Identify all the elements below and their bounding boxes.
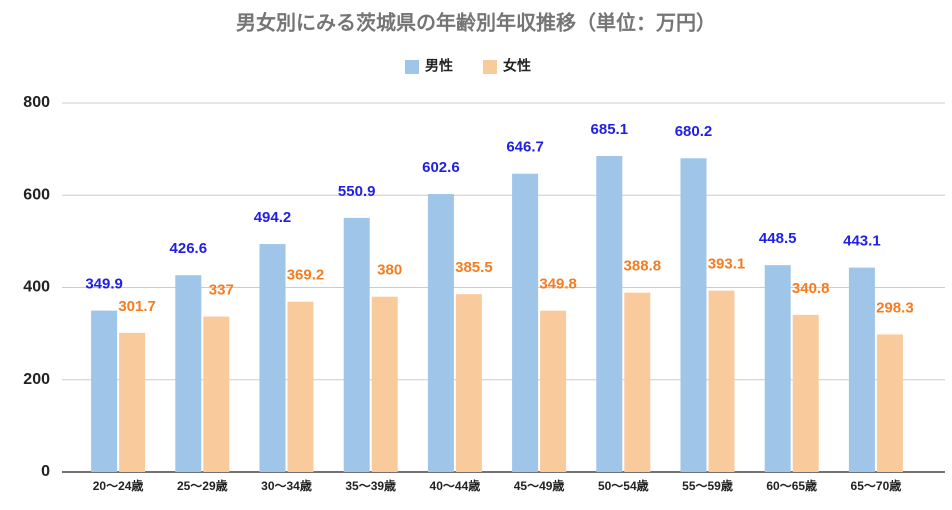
bar: [764, 265, 791, 472]
value-label: 301.7: [118, 298, 156, 315]
x-tick-label: 65〜70歳: [851, 478, 902, 493]
value-label: 646.7: [506, 139, 544, 156]
value-label: 550.9: [338, 183, 376, 200]
legend-label: 男性: [425, 58, 453, 74]
value-label: 685.1: [591, 121, 629, 138]
value-label: 680.2: [675, 123, 713, 140]
x-tick-label: 20〜24歳: [93, 478, 144, 493]
bar: [259, 244, 286, 472]
bar: [848, 267, 875, 472]
legend-label: 女性: [503, 58, 531, 74]
bar: [427, 194, 454, 472]
x-tick-label: 60〜65歳: [766, 478, 817, 493]
value-label: 369.2: [287, 267, 325, 284]
value-label: 448.5: [759, 230, 797, 247]
value-label: 602.6: [422, 159, 460, 176]
y-tick-label: 0: [41, 463, 50, 480]
x-tick-label: 40〜44歳: [430, 478, 481, 493]
value-label: 426.6: [170, 240, 208, 257]
x-tick-label: 30〜34歳: [261, 478, 312, 493]
value-label: 443.1: [843, 233, 881, 250]
value-label: 388.8: [624, 258, 662, 275]
bar: [371, 296, 398, 472]
bar: [91, 310, 118, 472]
legend-swatch: [483, 60, 497, 74]
bar: [512, 173, 539, 472]
y-tick-label: 400: [23, 279, 50, 296]
bar: [708, 290, 735, 472]
bar: [287, 301, 314, 472]
legend-swatch: [405, 60, 419, 74]
x-tick-label: 35〜39歳: [345, 478, 396, 493]
bar: [455, 294, 482, 472]
bar: [596, 155, 623, 472]
value-label: 340.8: [792, 280, 830, 297]
bar: [175, 275, 202, 472]
value-label: 494.2: [254, 209, 292, 226]
value-label: 385.5: [455, 259, 493, 276]
value-label: 393.1: [708, 256, 746, 273]
x-tick-label: 25〜29歳: [177, 478, 228, 493]
x-tick-label: 55〜59歳: [682, 478, 733, 493]
value-label: 349.8: [539, 276, 577, 293]
bar: [792, 314, 819, 472]
value-label: 298.3: [876, 299, 914, 316]
bar: [203, 316, 230, 472]
bar: [876, 334, 903, 472]
x-tick-label: 45〜49歳: [514, 478, 565, 493]
y-tick-label: 600: [23, 186, 50, 203]
value-label: 349.9: [85, 276, 123, 293]
bar: [680, 158, 707, 472]
value-label: 380: [377, 262, 402, 279]
value-label: 337: [209, 282, 234, 299]
bar: [624, 292, 651, 472]
x-tick-label: 50〜54歳: [598, 478, 649, 493]
chart-title: 男女別にみる茨城県の年齢別年収推移（単位：万円）: [236, 10, 716, 34]
y-tick-label: 800: [23, 94, 50, 111]
bar: [119, 332, 146, 472]
bar: [343, 217, 370, 472]
y-tick-label: 200: [23, 371, 50, 388]
bar: [540, 310, 567, 472]
